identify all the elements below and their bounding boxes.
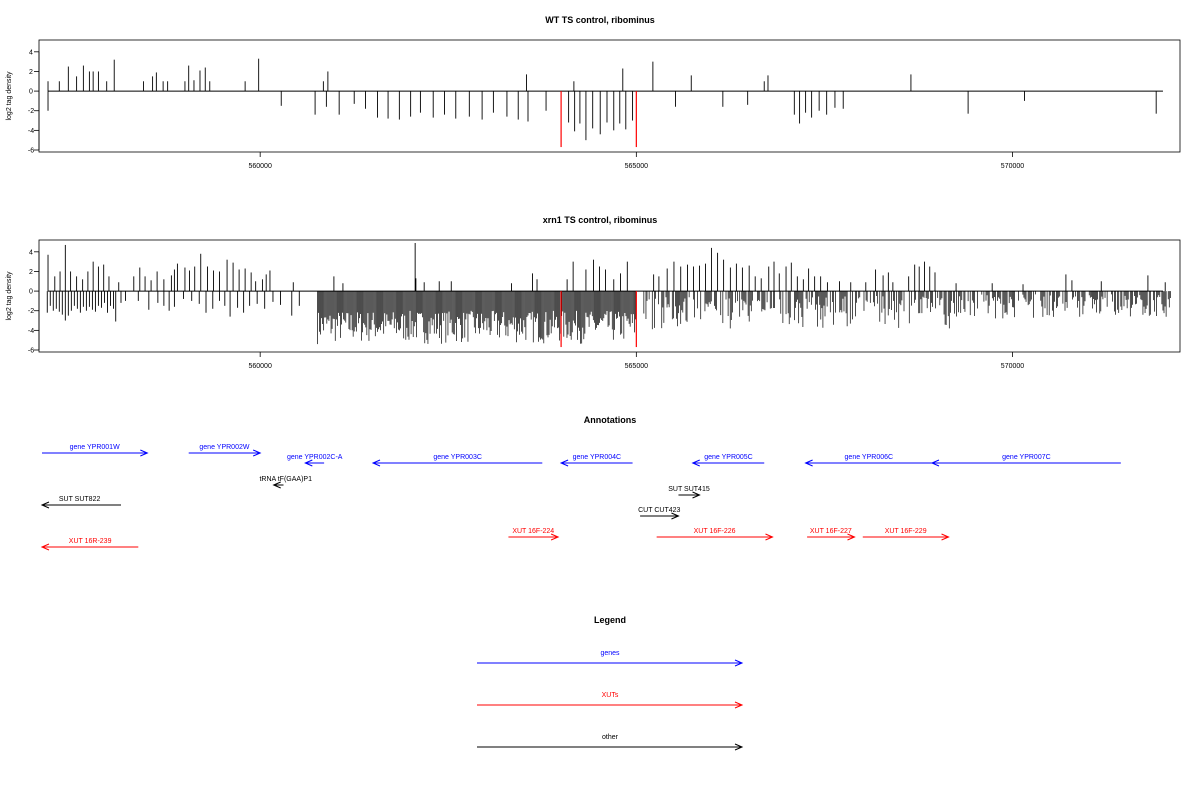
legend-arrow-head xyxy=(734,659,744,667)
legend-label: XUTs xyxy=(602,692,619,699)
legend-item: other xyxy=(477,734,744,751)
wt-track-panel: WT TS control, ribominus 4 2 0 -2 -4 -6 log2 ta… xyxy=(6,15,1181,170)
feature-arrow-head xyxy=(847,533,856,541)
annotations-panel: Annotations gene YPR001W gene YPR002W gene … xyxy=(40,415,1121,551)
feature-arrow-head xyxy=(692,491,701,499)
annotation-feature: XUT 16F-227 xyxy=(807,528,856,541)
xrn1-track-panel: xrn1 TS control, ribominus 4 2 0 -2 -4 -6 log2 … xyxy=(6,215,1181,370)
x-tick-label: 560000 xyxy=(248,363,271,370)
bar-series xyxy=(47,58,1157,141)
annotation-feature: gene YPR007C xyxy=(930,454,1121,467)
annotation-feature: gene YPR002W xyxy=(188,444,262,457)
feature-label: XUT 16F-227 xyxy=(810,528,852,535)
feature-label: gene YPR005C xyxy=(704,454,753,461)
legend-item: XUTs xyxy=(477,692,744,709)
annotation-feature: gene YPR001W xyxy=(42,444,149,457)
legend-item: genes xyxy=(477,650,744,667)
annotation-feature: SUT SUT822 xyxy=(40,496,121,509)
legend-label: genes xyxy=(600,650,620,657)
feature-arrow-head xyxy=(941,533,950,541)
feature-label: gene YPR006C xyxy=(845,454,894,461)
y-tick-label: -2 xyxy=(28,108,34,115)
annotation-feature: XUT 16F-229 xyxy=(862,528,950,541)
legend-title: Legend xyxy=(594,615,626,625)
chart-title: WT TS control, ribominus xyxy=(545,15,655,25)
y-tick-label: -6 xyxy=(28,148,34,155)
feature-label: XUT 16F-226 xyxy=(694,528,736,535)
feature-arrow-head xyxy=(804,459,813,467)
y-axis-label: log2 tag density xyxy=(6,71,13,121)
legend-arrow-head xyxy=(734,701,744,709)
y-tick-label: -4 xyxy=(28,328,34,335)
y-tick-label: -2 xyxy=(28,308,34,315)
feature-arrow-head xyxy=(371,459,381,467)
annotation-feature: SUT SUT415 xyxy=(668,486,710,499)
annotation-feature: gene YPR006C xyxy=(804,454,932,467)
annotation-feature: XUT 16R-239 xyxy=(40,538,139,551)
feature-arrow-head xyxy=(140,449,149,457)
y-axis-label: log2 tag density xyxy=(6,271,13,321)
y-tick-label: 0 xyxy=(29,289,33,296)
feature-label: gene YPR007C xyxy=(1002,454,1051,461)
feature-label: XUT 16F-224 xyxy=(512,528,554,535)
annotations-title: Annotations xyxy=(584,415,637,425)
feature-arrow-head xyxy=(550,533,560,541)
annotation-feature: XUT 16F-226 xyxy=(656,528,774,541)
feature-label: gene YPR001W xyxy=(70,444,120,451)
y-tick-label: 0 xyxy=(29,89,33,96)
feature-arrow-head xyxy=(691,459,700,467)
y-tick-label: -6 xyxy=(28,348,34,355)
feature-arrow-head xyxy=(40,543,50,551)
feature-label: SUT SUT415 xyxy=(668,486,710,493)
y-tick-label: -4 xyxy=(28,128,34,135)
annotation-feature: gene YPR005C xyxy=(691,454,765,467)
y-tick-label: 4 xyxy=(29,249,33,256)
annotation-feature: CUT CUT423 xyxy=(638,507,681,520)
annotation-feature: XUT 16F-224 xyxy=(508,528,560,541)
legend-panel: Legend genes XUTs other xyxy=(477,615,744,751)
feature-arrow-head xyxy=(671,512,680,520)
plot-frame xyxy=(38,39,1181,153)
chart-title: xrn1 TS control, ribominus xyxy=(543,215,658,225)
y-tick-label: 4 xyxy=(29,49,33,56)
feature-arrow-head xyxy=(272,481,281,489)
feature-label: tRNA tF(GAA)P1 xyxy=(259,476,312,483)
legend-label: other xyxy=(602,734,619,741)
x-tick-label: 560000 xyxy=(248,163,271,170)
y-tick-label: 2 xyxy=(29,69,33,76)
y-tick-label: 2 xyxy=(29,269,33,276)
feature-label: CUT CUT423 xyxy=(638,507,680,514)
feature-label: XUT 16F-229 xyxy=(885,528,927,535)
x-tick-label: 570000 xyxy=(1001,363,1024,370)
bar-series xyxy=(46,242,1171,345)
annotation-feature: gene YPR003C xyxy=(371,454,543,467)
feature-arrow-head xyxy=(559,459,569,467)
feature-arrow-head xyxy=(40,501,50,509)
feature-label: gene YPR002C-A xyxy=(287,454,343,461)
feature-arrow-head xyxy=(930,459,940,467)
feature-label: gene YPR003C xyxy=(433,454,482,461)
feature-label: XUT 16R-239 xyxy=(69,538,112,545)
annotation-feature: gene YPR002C-A xyxy=(287,454,343,467)
x-tick-label: 570000 xyxy=(1001,163,1024,170)
legend-arrow-head xyxy=(734,743,744,751)
feature-arrow-head xyxy=(765,533,774,541)
feature-arrow-head xyxy=(304,459,313,467)
feature-label: gene YPR002W xyxy=(199,444,249,451)
feature-label: gene YPR004C xyxy=(573,454,622,461)
feature-label: SUT SUT822 xyxy=(59,496,101,503)
annotation-feature: gene YPR004C xyxy=(559,454,633,467)
annotation-feature: tRNA tF(GAA)P1 xyxy=(259,476,312,489)
x-tick-label: 565000 xyxy=(625,363,648,370)
x-tick-label: 565000 xyxy=(625,163,648,170)
feature-arrow-head xyxy=(252,449,262,457)
